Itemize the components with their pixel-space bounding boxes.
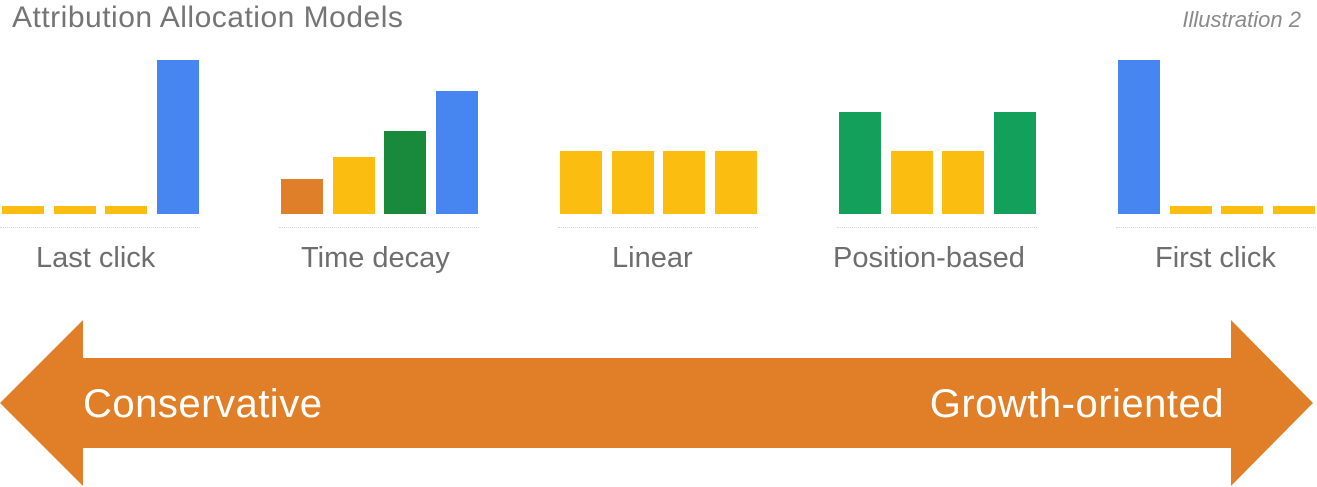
conservative-label: Conservative [83,382,323,426]
bar-3 [942,151,984,214]
double-arrow-shape [0,320,1313,486]
bar-4 [715,151,757,214]
baseline-divider [0,227,200,228]
bar-4 [1273,206,1315,214]
model-linear: Linear [558,40,758,290]
baseline-divider [279,227,479,228]
growth-oriented-label: Growth-oriented [929,382,1224,426]
baseline-divider [558,227,758,228]
bar-group [558,40,758,230]
bar-3 [105,206,147,214]
model-label: Position-based [833,242,1025,274]
bar-1 [2,206,44,214]
model-time-decay: Time decay [279,40,479,290]
bar-3 [1221,206,1263,214]
bar-1 [1118,60,1160,214]
bar-1 [839,112,881,214]
model-first-click: First click [1116,40,1316,290]
bar-2 [54,206,96,214]
model-label: Linear [612,242,693,274]
model-label: Last click [36,242,156,274]
bar-group [0,40,200,230]
bar-2 [612,151,654,214]
bar-2 [891,151,933,214]
model-label: Time decay [301,242,450,274]
bar-2 [1170,206,1212,214]
model-position-based: Position-based [833,40,1037,290]
baseline-divider [1116,227,1316,228]
illustration-caption: Illustration 2 [1182,7,1301,32]
bar-4 [157,60,199,214]
diagram-title: Attribution Allocation Models [12,1,404,34]
double-arrow [0,320,1313,486]
baseline-divider [837,227,1037,228]
bar-3 [663,151,705,214]
bar-1 [560,151,602,214]
model-label: First click [1155,242,1276,274]
bar-group [837,40,1037,230]
bar-group [1116,40,1316,230]
bar-4 [994,112,1036,214]
bar-3 [384,131,426,214]
bar-1 [281,179,323,214]
bar-group [279,40,479,230]
bar-4 [436,91,478,214]
model-last-click: Last click [0,40,200,290]
bar-2 [333,157,375,214]
